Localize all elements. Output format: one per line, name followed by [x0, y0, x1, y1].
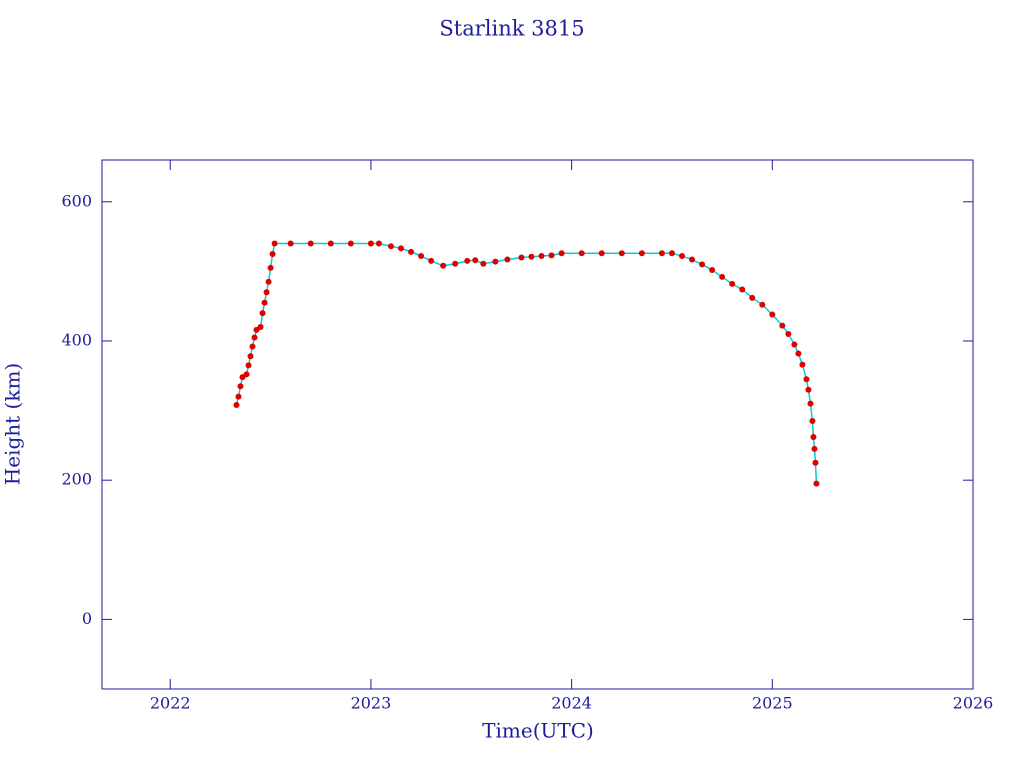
plot-frame — [101, 159, 974, 690]
data-point — [367, 240, 374, 247]
data-point — [347, 240, 354, 247]
data-point — [418, 253, 425, 260]
data-point — [452, 260, 459, 267]
data-point — [749, 294, 756, 301]
data-point — [779, 322, 786, 329]
data-point — [558, 250, 565, 257]
y-tick-label: 0 — [82, 609, 92, 628]
data-point — [805, 386, 812, 393]
data-point — [810, 434, 817, 441]
data-point — [689, 256, 696, 263]
data-point — [813, 480, 820, 487]
data-point — [528, 253, 535, 260]
x-tick-label: 2023 — [351, 694, 392, 713]
y-tick-label: 600 — [61, 191, 92, 210]
data-point — [518, 254, 525, 261]
data-point — [243, 371, 250, 378]
data-point — [261, 299, 268, 306]
data-point — [245, 362, 252, 369]
data-point — [795, 350, 802, 357]
data-point — [265, 278, 272, 285]
data-point — [785, 331, 792, 338]
data-point — [719, 273, 726, 280]
data-point — [263, 289, 270, 296]
data-point — [618, 250, 625, 257]
y-tick-label: 400 — [61, 330, 92, 349]
data-point — [327, 240, 334, 247]
data-point — [803, 376, 810, 383]
data-point — [638, 250, 645, 257]
data-point — [287, 240, 294, 247]
data-point — [464, 257, 471, 264]
data-point — [504, 256, 511, 263]
data-point — [307, 240, 314, 247]
data-point — [812, 459, 819, 466]
data-point — [668, 250, 675, 257]
y-axis-title: Height (km) — [1, 363, 25, 485]
data-point — [480, 260, 487, 267]
data-point — [408, 248, 415, 255]
data-point — [472, 257, 479, 264]
data-point — [578, 250, 585, 257]
data-point — [375, 240, 382, 247]
x-tick-label: 2024 — [551, 694, 592, 713]
data-point — [233, 402, 240, 409]
data-point — [428, 257, 435, 264]
x-axis-title: Time(UTC) — [482, 719, 594, 743]
trajectory-line — [235, 242, 818, 484]
data-point — [811, 445, 818, 452]
data-point — [387, 243, 394, 250]
data-point — [769, 311, 776, 318]
data-point — [267, 264, 274, 271]
data-point — [271, 240, 278, 247]
data-point — [739, 286, 746, 293]
data-point — [598, 250, 605, 257]
chart-title: Starlink 3815 — [439, 17, 584, 41]
x-tick-label: 2026 — [953, 694, 994, 713]
x-tick-label: 2025 — [752, 694, 793, 713]
y-tick-label: 200 — [61, 470, 92, 489]
data-point — [759, 301, 766, 308]
data-point — [548, 252, 555, 259]
data-point — [247, 353, 254, 360]
data-point — [658, 250, 665, 257]
data-point — [440, 262, 447, 269]
data-point — [492, 258, 499, 265]
data-point — [709, 266, 716, 273]
data-point — [398, 245, 405, 252]
data-point — [251, 334, 258, 341]
data-point — [809, 418, 816, 425]
data-point — [259, 310, 266, 317]
data-point — [235, 393, 242, 400]
data-point — [269, 250, 276, 257]
data-point — [538, 253, 545, 260]
data-point — [729, 280, 736, 287]
data-point — [791, 341, 798, 348]
data-point — [807, 400, 814, 407]
data-point — [699, 261, 706, 268]
data-point — [237, 383, 244, 390]
data-point — [257, 324, 264, 331]
data-point — [678, 253, 685, 260]
data-point — [799, 361, 806, 368]
x-tick-label: 2022 — [150, 694, 191, 713]
data-point — [249, 343, 256, 350]
